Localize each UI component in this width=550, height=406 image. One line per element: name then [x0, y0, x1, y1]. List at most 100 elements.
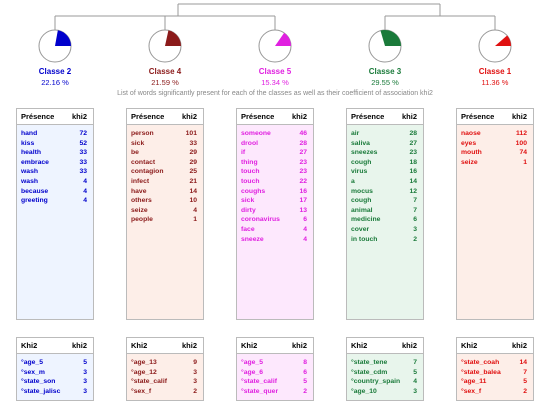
term: greeting: [21, 197, 48, 205]
table-row: °state_calif 5: [237, 377, 313, 387]
term: °state_son: [21, 378, 56, 386]
table-row: dirty 13: [237, 206, 313, 216]
table-row: sneezes 23: [347, 148, 423, 158]
table-row: people 1: [127, 215, 203, 225]
khi2-value: 4: [303, 235, 307, 243]
term: face: [241, 225, 255, 233]
table-row: °age_11 5: [457, 377, 533, 387]
table-row: touch 23: [237, 167, 313, 177]
khi2-value: 12: [409, 187, 417, 195]
table-row: cough 18: [347, 158, 423, 168]
term: kiss: [21, 139, 35, 147]
term: °state_calif: [241, 378, 277, 386]
words-table: Présence khi2 someone 46 drool 28 if 27 thing 23 t…: [236, 108, 314, 320]
term: saliva: [351, 139, 370, 147]
table-row: coughs 16: [237, 187, 313, 197]
table-row: cover 3: [347, 225, 423, 235]
term: cough: [351, 158, 372, 166]
branch: [55, 3, 495, 17]
table-row: seize 4: [127, 206, 203, 216]
khi2-value: 2: [303, 387, 307, 395]
khi2-value: 7: [523, 368, 527, 376]
table-body: °age_5 5 °sex_m 3 °state_son 3 °state_jalisc 3: [17, 354, 93, 396]
khi2-value: 3: [83, 368, 87, 376]
khi2-value: 3: [193, 368, 197, 376]
table-row: naose 112: [457, 129, 533, 139]
table-row: contagion 25: [127, 167, 203, 177]
term: people: [131, 216, 153, 224]
table-body: °age_5 8 °age_6 6 °state_calif 5 °state_quer 2: [237, 354, 313, 396]
table-header: Khi2 khi2: [127, 338, 203, 354]
table-row: wash 4: [17, 177, 93, 187]
table-row: a 14: [347, 177, 423, 187]
table-header: Présence khi2: [237, 109, 313, 125]
term: medicine: [351, 216, 381, 224]
pie-slice: [380, 29, 401, 46]
term: °age_10: [351, 387, 377, 395]
table-row: °sex_f 2: [457, 387, 533, 397]
khi2-value: 33: [79, 149, 87, 157]
khi2-value: 9: [193, 359, 197, 366]
khi2-value: 5: [413, 368, 417, 376]
term: someone: [241, 130, 271, 137]
khi2-value: 5: [523, 378, 527, 386]
table-row: eyes 100: [457, 139, 533, 149]
khi2-value: 16: [299, 187, 307, 195]
term: touch: [241, 168, 260, 176]
words-table: Présence khi2 naose 112 eyes 100 mouth 74 seize 1: [456, 108, 534, 320]
table-row: seize 1: [457, 158, 533, 168]
table-row: if 27: [237, 148, 313, 158]
table-row: face 4: [237, 225, 313, 235]
khi2-value: 46: [299, 130, 307, 137]
header-label: Présence: [241, 112, 275, 121]
term: mouth: [461, 149, 482, 157]
table-row: °age_5 8: [237, 358, 313, 368]
table-row: °state_coah 14: [457, 358, 533, 368]
header-label: Khi2: [21, 341, 38, 350]
dendrogram-lines: [55, 3, 495, 17]
header-label: khi2: [291, 112, 307, 121]
khi2-value: 100: [515, 139, 527, 147]
term: touch: [241, 177, 260, 185]
term: coronavirus: [241, 216, 280, 224]
khi2-value: 7: [413, 206, 417, 214]
khi2-value: 4: [413, 378, 417, 386]
table-row: health 33: [17, 148, 93, 158]
term: dirty: [241, 206, 256, 214]
term: air: [351, 130, 360, 137]
table-row: °age_5 5: [17, 358, 93, 368]
khi2-value: 33: [79, 158, 87, 166]
header-label: Khi2: [131, 341, 148, 350]
term: °state_jalisc: [21, 387, 61, 395]
table-row: hand 72: [17, 129, 93, 139]
khi2-value: 2: [193, 387, 197, 395]
term: °age_12: [131, 368, 157, 376]
term: have: [131, 187, 147, 195]
class-name: Classe 5: [258, 67, 292, 76]
table-row: embrace 33: [17, 158, 93, 168]
khi2-value: 7: [413, 359, 417, 366]
words-table: Présence khi2 person 101 sick 33 be 29 contact 29…: [126, 108, 204, 320]
term: °state_calif: [131, 378, 167, 386]
header-label: Présence: [131, 112, 165, 121]
khi2-value: 3: [413, 225, 417, 233]
class-percent: 29.55 %: [371, 78, 399, 87]
khi2-value: 33: [79, 168, 87, 176]
term: a: [351, 177, 355, 185]
term: virus: [351, 168, 368, 176]
table-row: infect 21: [127, 177, 203, 187]
term: animal: [351, 206, 373, 214]
term: °age_11: [461, 378, 487, 386]
term: sneeze: [241, 235, 264, 243]
khi2-value: 4: [83, 187, 87, 195]
variables-table: Khi2 khi2 °state_tene 7 °state_cdm 5 °country_…: [346, 337, 424, 401]
khi2-value: 14: [519, 359, 527, 366]
term: coughs: [241, 187, 266, 195]
table-row: sick 33: [127, 139, 203, 149]
header-label: Khi2: [241, 341, 258, 350]
khi2-value: 23: [409, 149, 417, 157]
khi2-value: 22: [299, 177, 307, 185]
table-row: animal 7: [347, 206, 423, 216]
term: embrace: [21, 158, 49, 166]
